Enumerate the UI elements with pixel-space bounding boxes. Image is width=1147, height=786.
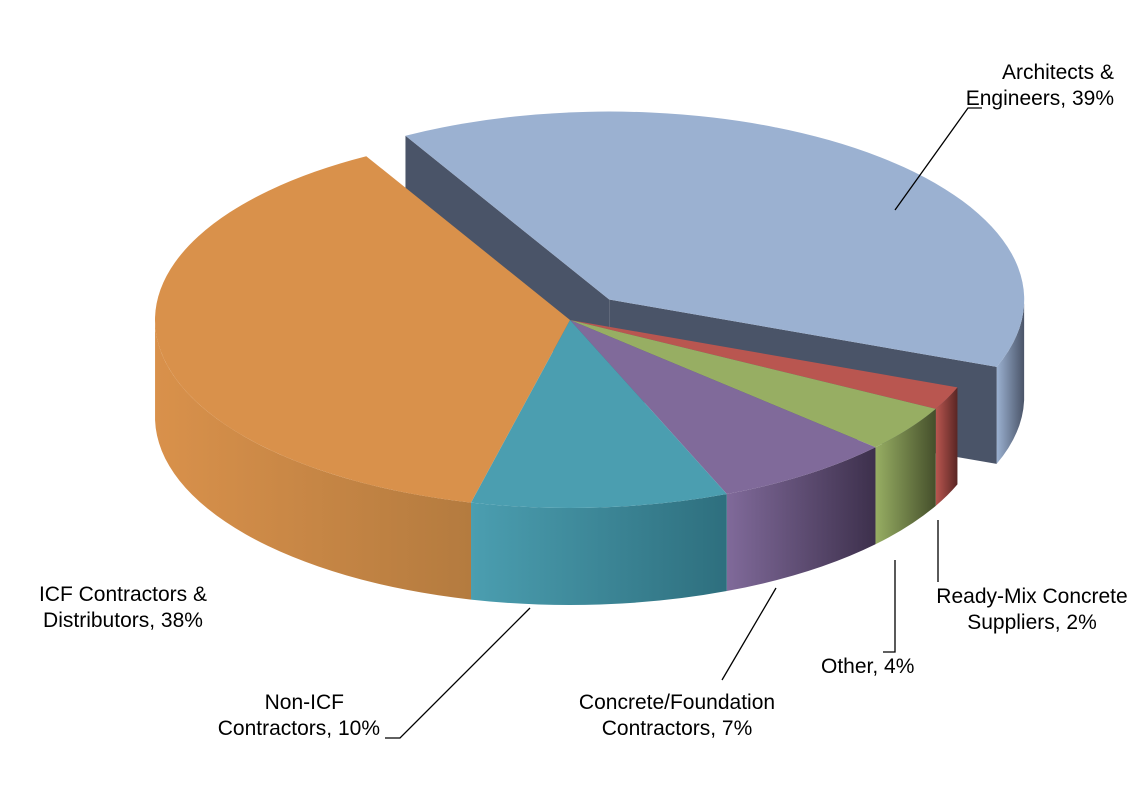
- slice-non-icf-contractors: [471, 320, 727, 508]
- label-concrete-line1: Concrete/Foundation: [578, 691, 776, 714]
- label-architects-line1: Architects &: [1001, 61, 1114, 84]
- label-ready-mix-line2: Suppliers, 2%: [967, 611, 1097, 634]
- label-other-line1: Other, 4%: [821, 655, 915, 678]
- side-architects-engineers: [996, 303, 1025, 464]
- label-ready-mix-line1: Ready-Mix Concrete: [936, 585, 1128, 608]
- side-concrete-foundation-contractors: [726, 447, 876, 592]
- leader-lines: [385, 107, 982, 739]
- slice-icf-contractors-distributors: [155, 156, 570, 503]
- side-non-icf-contractors: [471, 494, 727, 605]
- leader-concrete-foundation: [721, 587, 777, 681]
- label-concrete-foundation: Concrete/Foundation Contractors, 7%: [552, 690, 802, 742]
- pie-top-faces: [155, 111, 1025, 508]
- slice-other: [570, 320, 936, 448]
- label-icf-line2: Distributors, 38%: [43, 609, 203, 632]
- side-icf-contractors-distributors: [155, 323, 472, 600]
- slice-architects-engineers: [405, 111, 1025, 367]
- side-ready-mix-concrete-suppliers: [935, 387, 958, 506]
- label-architects-line2: Engineers, 39%: [965, 87, 1114, 110]
- label-architects-engineers-text: Architects & Engineers, 39%: [934, 60, 1114, 112]
- leader-architects-engineers: [894, 107, 982, 211]
- label-non-icf: Non-ICF Contractors, 10%: [180, 690, 380, 742]
- slice-ready-mix-concrete-suppliers: [570, 320, 958, 409]
- label-other: Other, 4%: [821, 654, 914, 680]
- leader-non-icf: [385, 607, 531, 739]
- label-icf-line1: ICF Contractors &: [38, 583, 208, 606]
- label-ready-mix: Ready-Mix Concrete Suppliers, 2%: [918, 584, 1146, 636]
- label-non-icf-line1: Non-ICF: [264, 691, 344, 714]
- side-other: [875, 408, 936, 545]
- leader-other: [883, 560, 896, 653]
- label-concrete-line2: Contractors, 7%: [601, 717, 753, 740]
- label-icf-contractors: ICF Contractors & Distributors, 38%: [18, 582, 228, 634]
- slice-concrete-foundation-contractors: [570, 320, 876, 495]
- label-non-icf-line2: Contractors, 10%: [217, 717, 380, 740]
